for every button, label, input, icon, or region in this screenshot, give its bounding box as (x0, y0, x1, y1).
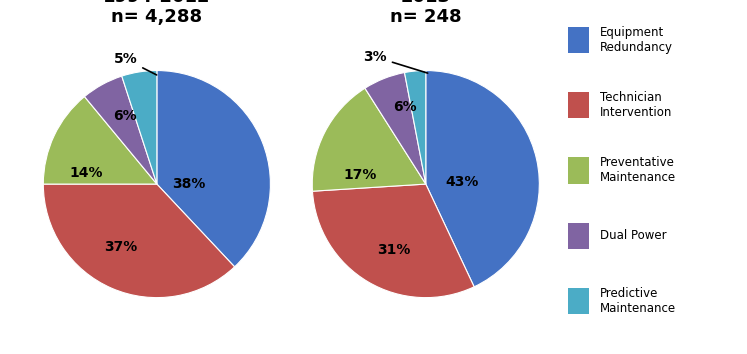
Wedge shape (43, 97, 157, 184)
Wedge shape (426, 70, 539, 287)
Text: Preventative
Maintenance: Preventative Maintenance (600, 156, 676, 184)
Wedge shape (157, 70, 270, 267)
Title: 2013
n= 248: 2013 n= 248 (390, 0, 462, 27)
Text: 31%: 31% (377, 243, 411, 257)
Text: 5%: 5% (114, 52, 157, 75)
Wedge shape (84, 76, 157, 184)
FancyBboxPatch shape (568, 288, 589, 314)
Text: Predictive
Maintenance: Predictive Maintenance (600, 287, 676, 315)
FancyBboxPatch shape (568, 92, 589, 118)
Text: 6%: 6% (394, 100, 417, 114)
Text: 14%: 14% (69, 166, 103, 180)
Text: Technician
Intervention: Technician Intervention (600, 91, 672, 119)
FancyBboxPatch shape (568, 27, 589, 53)
Text: 38%: 38% (172, 177, 205, 191)
Text: 6%: 6% (114, 109, 137, 123)
FancyBboxPatch shape (568, 223, 589, 249)
Wedge shape (122, 70, 157, 184)
Wedge shape (405, 70, 426, 184)
Text: 43%: 43% (445, 175, 479, 189)
Wedge shape (365, 73, 426, 184)
Text: 3%: 3% (363, 50, 428, 73)
Text: Dual Power: Dual Power (600, 229, 666, 242)
Text: 37%: 37% (104, 240, 137, 253)
Wedge shape (312, 88, 426, 191)
Title: 1994-2012
n= 4,288: 1994-2012 n= 4,288 (103, 0, 211, 27)
Wedge shape (312, 184, 474, 298)
FancyBboxPatch shape (568, 158, 589, 183)
Wedge shape (43, 184, 235, 298)
Text: 17%: 17% (344, 168, 376, 182)
Text: Equipment
Redundancy: Equipment Redundancy (600, 26, 673, 54)
